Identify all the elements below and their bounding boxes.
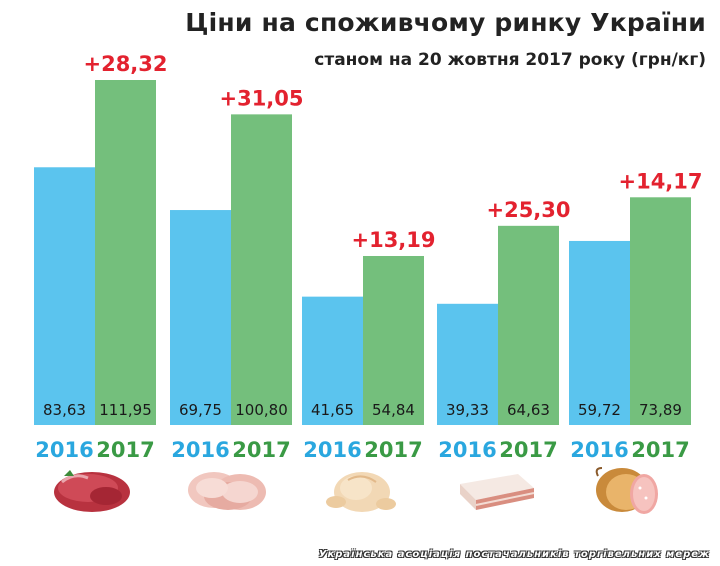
year-label-2016: 2016 bbox=[35, 438, 93, 462]
bar-2016 bbox=[302, 296, 363, 425]
year-label-2017: 2017 bbox=[96, 438, 154, 462]
difference-label: +13,19 bbox=[351, 228, 435, 252]
value-label: 111,95 bbox=[99, 401, 152, 419]
value-label: 64,63 bbox=[507, 401, 550, 419]
bar-2016 bbox=[170, 210, 231, 425]
bar-2017 bbox=[630, 197, 691, 425]
bar-2017 bbox=[498, 225, 559, 425]
difference-label: +25,30 bbox=[486, 198, 570, 222]
value-label: 59,72 bbox=[578, 401, 621, 419]
bar-2017 bbox=[231, 114, 292, 425]
bar-2016 bbox=[437, 303, 498, 425]
value-label: 100,80 bbox=[235, 401, 288, 419]
raw-beef-icon bbox=[54, 470, 130, 512]
year-label-2016: 2016 bbox=[171, 438, 229, 462]
value-label: 54,84 bbox=[372, 401, 415, 419]
value-label: 69,75 bbox=[179, 401, 222, 419]
difference-label: +14,17 bbox=[618, 169, 702, 193]
raw-chicken-icon bbox=[326, 472, 396, 512]
value-label: 73,89 bbox=[639, 401, 682, 419]
year-label-2017: 2017 bbox=[364, 438, 422, 462]
year-label-2017: 2017 bbox=[499, 438, 557, 462]
chart-subtitle: станом на 20 жовтня 2017 року (грн/кг) bbox=[314, 50, 706, 70]
pork-fat-icon bbox=[460, 474, 535, 510]
value-label: 39,33 bbox=[446, 401, 489, 419]
bar-2017 bbox=[95, 80, 156, 425]
bar-2016 bbox=[569, 240, 630, 425]
bar-2017 bbox=[363, 255, 424, 425]
year-label-2017: 2017 bbox=[232, 438, 290, 462]
footer-credit: Українська асоціація постачальників торг… bbox=[318, 549, 710, 560]
difference-label: +31,05 bbox=[219, 86, 303, 110]
year-label-2016: 2016 bbox=[570, 438, 628, 462]
year-label-2016: 2016 bbox=[438, 438, 496, 462]
chart-title: Ціни на споживчому ринку України bbox=[185, 8, 706, 37]
year-label-2016: 2016 bbox=[303, 438, 361, 462]
year-label-2017: 2017 bbox=[631, 438, 689, 462]
bar-2016 bbox=[34, 167, 95, 426]
value-label: 83,63 bbox=[43, 401, 86, 419]
difference-label: +28,32 bbox=[83, 52, 167, 76]
value-label: 41,65 bbox=[311, 401, 354, 419]
sausage-icon bbox=[595, 467, 658, 514]
pork-chops-icon bbox=[188, 472, 266, 510]
